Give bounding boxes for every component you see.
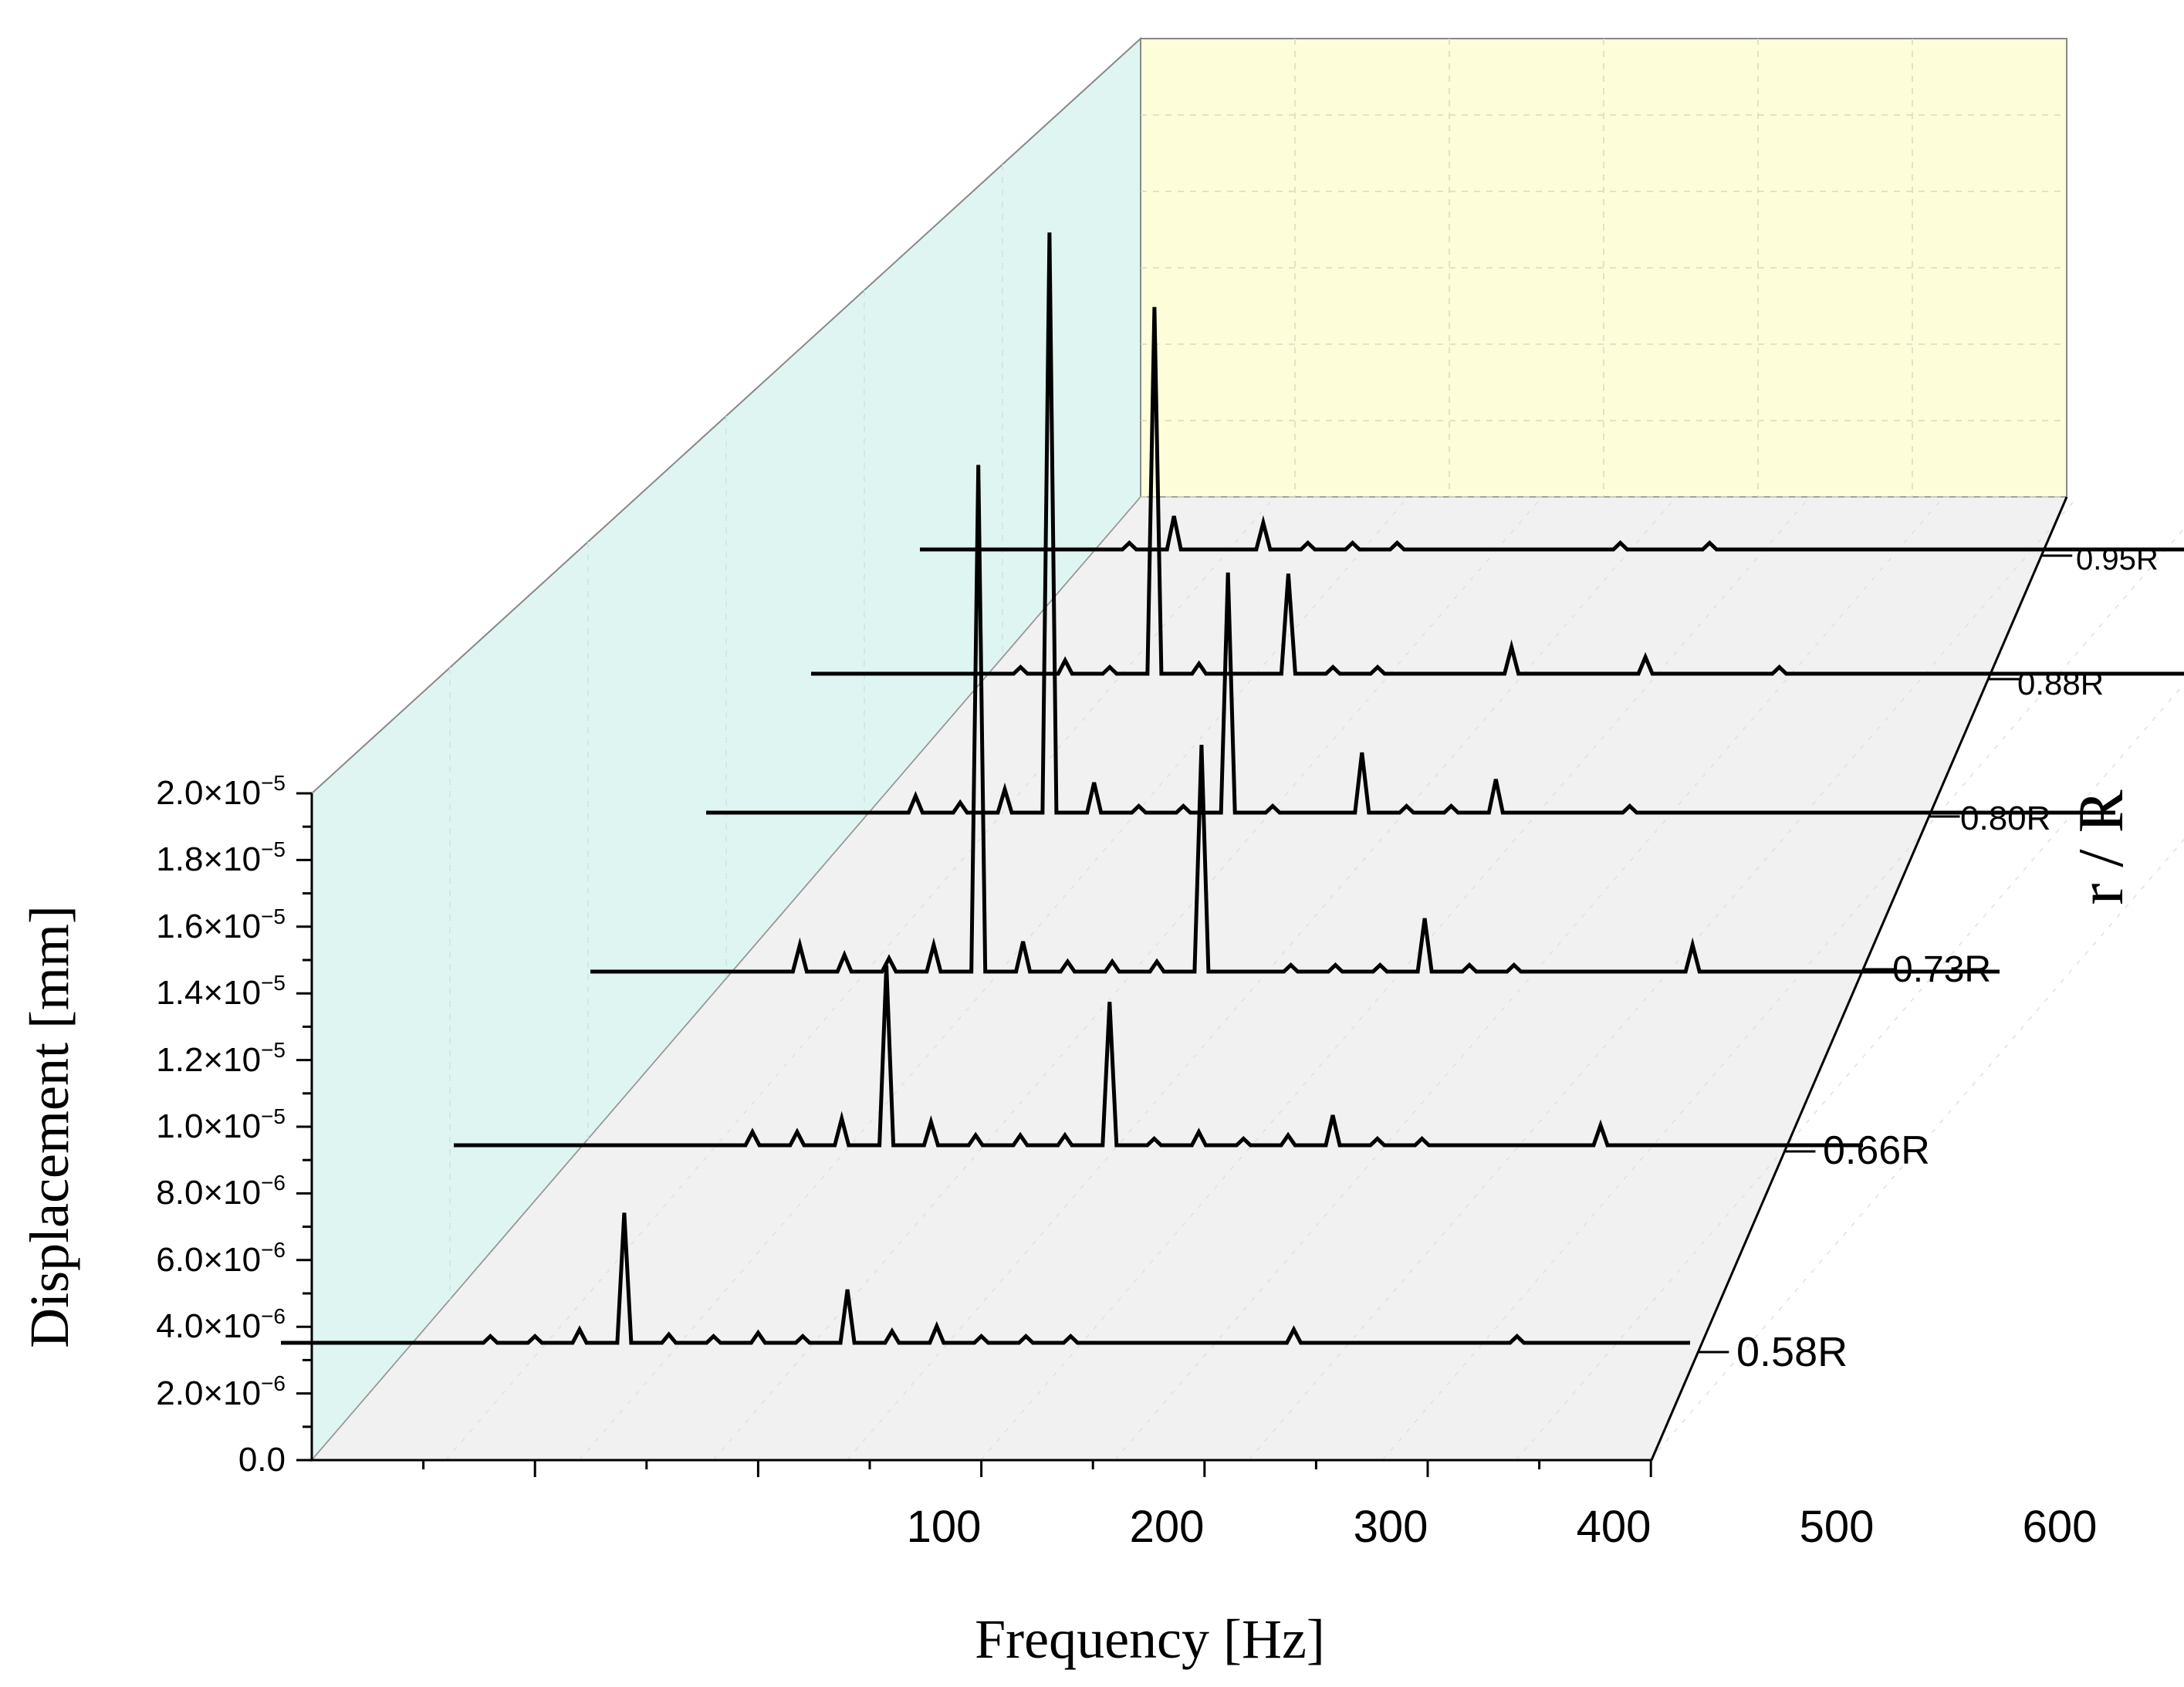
y-tick-label-9: 1.8×10−5 [156, 837, 286, 878]
floor-gridline [1649, 838, 2184, 1461]
y-axis-title: Displacement [mm] [19, 905, 80, 1348]
series-label-0.58R: 0.58R [1736, 1329, 1848, 1375]
y-tick-label-1: 2.0×10−6 [156, 1371, 286, 1412]
x-tick-label-300: 300 [1354, 1502, 1428, 1552]
x-tick-label-200: 200 [1130, 1502, 1205, 1552]
y-tick-label-5: 1.0×10−5 [156, 1104, 286, 1145]
floor-gridline [1114, 496, 1944, 1461]
series-label-0.80R: 0.80R [1960, 800, 2050, 837]
series-label-0.88R: 0.88R [2017, 665, 2104, 702]
series-line-0.95R [920, 515, 2184, 552]
x-tick-label-100: 100 [907, 1502, 982, 1552]
series-line-0.80R [706, 232, 2115, 815]
floor-gridline [712, 496, 1543, 1461]
z-axis-line [1650, 496, 2068, 1461]
series-label-0.95R: 0.95R [2076, 543, 2159, 576]
floor-gridline [1381, 527, 2184, 1461]
floor-gridline [1248, 496, 2078, 1461]
y-tick-label-8: 1.6×10−5 [156, 904, 286, 945]
z-axis-title: r / R [2065, 789, 2137, 904]
y-tick-label-3: 6.0×10−6 [156, 1238, 286, 1279]
series-line-0.58R [281, 1212, 1690, 1345]
floor-gridline [980, 496, 1810, 1461]
y-tick-label-10: 2.0×10−5 [156, 771, 286, 812]
series-line-0.73R [590, 465, 2000, 974]
y-tick-label-6: 1.2×10−5 [156, 1038, 286, 1079]
y-tick-label-2: 4.0×10−6 [156, 1304, 286, 1345]
series-label-0.73R: 0.73R [1892, 949, 1991, 990]
x-tick-label-500: 500 [1800, 1502, 1875, 1552]
x-tick-label-400: 400 [1577, 1502, 1652, 1552]
floor-gridline [847, 496, 1677, 1461]
y-tick-label-7: 1.4×10−5 [156, 971, 286, 1012]
series-line-0.88R [811, 306, 2184, 676]
series-label-0.66R: 0.66R [1823, 1128, 1930, 1173]
x-tick-label-600: 600 [2023, 1502, 2098, 1552]
floor-gridline [579, 496, 1409, 1461]
y-tick-label-0: 0.0 [238, 1441, 286, 1479]
floor-gridline [445, 496, 1275, 1461]
x-axis-title: Frequency [Hz] [975, 1608, 1325, 1670]
floor-gridline [1516, 683, 2184, 1461]
y-tick-label-4: 8.0×10−6 [156, 1171, 286, 1212]
series-line-0.66R [454, 965, 1863, 1148]
